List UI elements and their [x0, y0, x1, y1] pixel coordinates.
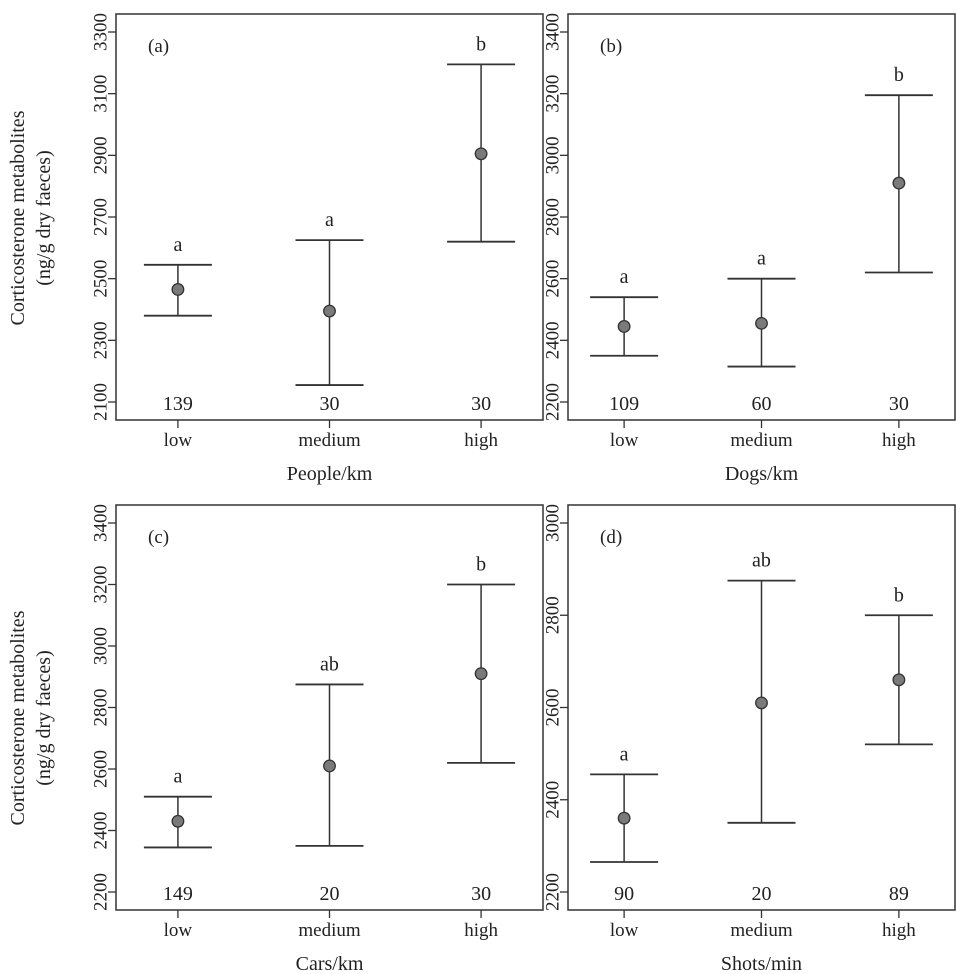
ylabel-bottom-line1: Corticosterone metabolites [7, 610, 29, 825]
panel-a-n-label: 30 [471, 393, 491, 415]
panel-d-ytick-label: 2600 [543, 689, 564, 727]
panel-a-ytick-label: 2100 [91, 383, 112, 421]
panel-c-ytick-label: 3400 [91, 504, 112, 542]
panel-d-sig-letter: a [620, 743, 629, 765]
panel-c-ytick-label: 3000 [91, 627, 112, 665]
ylabel-top-line1: Corticosterone metabolites [7, 110, 29, 325]
panel-c-n-label: 30 [471, 883, 491, 905]
panel-b-mean-point [755, 316, 768, 330]
panel-d-xtick-label: low [610, 920, 639, 941]
panel-a-ytick-label: 3300 [91, 13, 112, 51]
panel-d-xtick-label: high [882, 920, 916, 941]
panel-a-mean-point [323, 304, 336, 318]
panel-c-n-label: 149 [163, 883, 193, 905]
panel-a-sig-letter: b [476, 33, 486, 55]
panel-d-label: (d) [600, 527, 622, 548]
panel-d-sig-letter: ab [752, 550, 771, 572]
panel-b-n-label: 60 [752, 393, 772, 415]
panel-d-n-label: 89 [889, 883, 909, 905]
panel-a-ytick-label: 3100 [91, 75, 112, 113]
panel-b-ytick-label: 3200 [543, 75, 564, 113]
panel-a-ytick-label: 2700 [91, 198, 112, 236]
panel-c-ytick-label: 2400 [91, 812, 112, 850]
panel-b-ytick-label: 2600 [543, 260, 564, 298]
panel-c-xtick-label: low [164, 920, 193, 941]
panel-a-xtick-label: medium [298, 430, 360, 451]
panel-b-n-label: 30 [889, 393, 909, 415]
panel-d-xlabel: Shots/min [721, 953, 802, 974]
panel-b-ytick-label: 2400 [543, 321, 564, 359]
panel-b-xlabel: Dogs/km [725, 463, 799, 485]
panel-b-ytick-label: 2800 [543, 198, 564, 236]
panel-c-xlabel: Cars/km [296, 953, 364, 974]
panel-c-xtick-label: medium [298, 920, 360, 941]
panel-c-sig-letter: b [476, 554, 486, 576]
panel-b-mean-point [617, 320, 631, 333]
panel-d-ytick-label: 2200 [543, 873, 564, 911]
panel-a-xtick-label: high [464, 430, 498, 451]
panel-c-mean-point [323, 759, 336, 773]
panel-c-mean-point [171, 814, 185, 828]
panel-a-mean-point [171, 283, 185, 296]
panel-a-sig-letter: a [173, 234, 182, 256]
panel-a-ytick-label: 2300 [91, 321, 112, 359]
panel-c-ytick-label: 2800 [91, 689, 112, 727]
panel-d-sig-letter: b [894, 584, 904, 606]
panel-b-xtick-label: low [610, 430, 639, 451]
panel-a-n-label: 30 [320, 393, 340, 415]
panel-c-ytick-label: 2200 [91, 873, 112, 911]
panel-b-label: (b) [600, 36, 622, 57]
panel-a-n-label: 139 [163, 393, 193, 415]
panel-a-label: (a) [148, 36, 169, 57]
panel-b-sig-letter: b [894, 64, 904, 86]
panel-a-ytick-label: 2500 [91, 260, 112, 298]
panel-a-mean-point [474, 147, 488, 161]
panel-c-label: (c) [148, 527, 169, 548]
panel-a-xlabel: People/km [287, 463, 373, 485]
panel-c-sig-letter: a [173, 766, 182, 788]
panel-c-n-label: 20 [320, 883, 340, 905]
panel-a-ytick-label: 2900 [91, 136, 112, 174]
panel-b-ytick-label: 3000 [543, 136, 564, 174]
panel-b-sig-letter: a [620, 266, 629, 288]
panel-b-ytick-label: 3400 [543, 13, 564, 51]
panel-b-xtick-label: high [882, 430, 916, 451]
panel-d-ytick-label: 2800 [543, 596, 564, 634]
panel-d-n-label: 20 [752, 883, 772, 905]
panel-b-ytick-label: 2200 [543, 383, 564, 421]
panel-d-ytick-label: 2400 [543, 781, 564, 819]
panel-d-mean-point [755, 696, 768, 710]
panel-d-mean-point [892, 673, 906, 687]
panel-d-ytick-label: 3000 [543, 504, 564, 542]
panel-a-sig-letter: a [325, 209, 334, 231]
panel-a-xtick-label: low [164, 430, 193, 451]
panel-c-xtick-label: high [464, 920, 498, 941]
ylabel-bottom-line2: (ng/g dry faeces) [33, 650, 55, 786]
panel-c-mean-point [474, 667, 488, 681]
panel-d-n-label: 90 [614, 883, 634, 905]
panel-b-n-label: 109 [609, 393, 639, 415]
panel-d-xtick-label: medium [730, 920, 792, 941]
panel-b-sig-letter: a [757, 248, 766, 270]
panel-c-sig-letter: ab [320, 653, 339, 675]
panel-b-mean-point [892, 176, 906, 190]
ylabel-top-line2: (ng/g dry faeces) [33, 150, 55, 286]
panel-c-ytick-label: 3200 [91, 566, 112, 604]
panel-b-xtick-label: medium [730, 430, 792, 451]
panel-c-ytick-label: 2600 [91, 750, 112, 788]
panel-d-mean-point [617, 811, 631, 825]
